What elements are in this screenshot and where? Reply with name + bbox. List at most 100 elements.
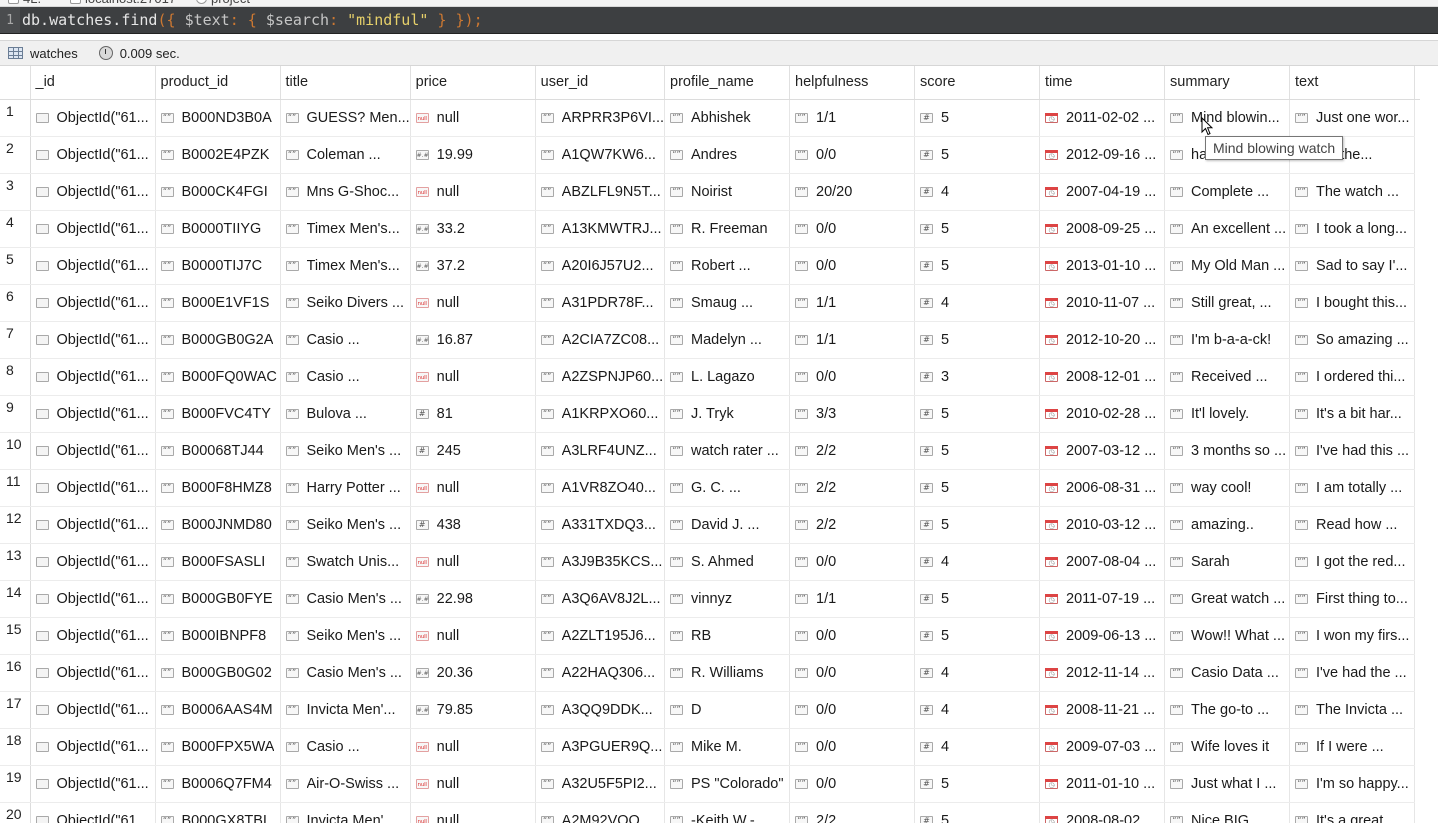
cell-time[interactable]: 2012-10-20 ... (1039, 321, 1165, 359)
cell-score[interactable]: 5 (914, 247, 1040, 285)
cell-product-id[interactable]: B0006Q7FM4 (155, 765, 281, 803)
cell-product-id[interactable]: B00068TJ44 (155, 432, 281, 470)
column-header-helpfulness[interactable]: helpfulness (789, 66, 915, 100)
cell-time[interactable]: 2006-08-31 ... (1039, 469, 1165, 507)
cell-helpfulness[interactable]: 2/2 (789, 432, 915, 470)
table-row[interactable]: 1 ObjectId("61... B000ND3B0A GUESS? Men... n… (0, 99, 1420, 137)
cell-price[interactable]: null (410, 284, 536, 322)
cell-summary[interactable]: 3 months so ... (1164, 432, 1290, 470)
table-row[interactable]: 3 ObjectId("61... B000CK4FGI Mns G-Shoc... n… (0, 173, 1420, 211)
cell-text[interactable]: I took a long... (1289, 210, 1415, 248)
table-row[interactable]: 19 ObjectId("61... B0006Q7FM4 Air-O-Swiss .… (0, 765, 1420, 803)
cell-title[interactable]: Bulova ... (280, 395, 411, 433)
cell-title[interactable]: GUESS? Men... (280, 99, 411, 137)
cell-time[interactable]: 2008-12-01 ... (1039, 358, 1165, 396)
cell-text[interactable]: Read how ... (1289, 506, 1415, 544)
cell-title[interactable]: Coleman ... (280, 136, 411, 174)
cell-helpfulness[interactable]: 2/2 (789, 802, 915, 823)
cell-time[interactable]: 2007-03-12 ... (1039, 432, 1165, 470)
cell--id[interactable]: ObjectId("61... (30, 765, 156, 803)
cell-price[interactable]: 37.2 (410, 247, 536, 285)
cell-score[interactable]: 4 (914, 284, 1040, 322)
table-row[interactable]: 14 ObjectId("61... B000GB0FYE Casio Men's .… (0, 580, 1420, 618)
cell-price[interactable]: 245 (410, 432, 536, 470)
cell-profile-name[interactable]: Smaug ... (664, 284, 790, 322)
cell-score[interactable]: 4 (914, 173, 1040, 211)
column-header-price[interactable]: price (410, 66, 536, 100)
cell-profile-name[interactable]: -Keith W.- (664, 802, 790, 823)
cell-time[interactable]: 2011-02-02 ... (1039, 99, 1165, 137)
cell-summary[interactable]: Mind blowin... (1164, 99, 1290, 137)
cell-price[interactable]: 33.2 (410, 210, 536, 248)
cell-price[interactable]: 19.99 (410, 136, 536, 174)
cell-user-id[interactable]: A22HAQ306... (535, 654, 666, 692)
cell-summary[interactable]: Nice BIG ... (1164, 802, 1290, 823)
table-row[interactable]: 9 ObjectId("61... B000FVC4TY Bulova ... 81 A1… (0, 395, 1420, 433)
cell-title[interactable]: Timex Men's... (280, 210, 411, 248)
cell-helpfulness[interactable]: 0/0 (789, 728, 915, 766)
cell-time[interactable]: 2008-09-25 ... (1039, 210, 1165, 248)
cell--id[interactable]: ObjectId("61... (30, 654, 156, 692)
cell-price[interactable]: 20.36 (410, 654, 536, 692)
cell-title[interactable]: Seiko Men's ... (280, 432, 411, 470)
cell-title[interactable]: Invicta Men'... (280, 802, 411, 823)
table-row[interactable]: 20 ObjectId("61... B000GX8TBI Invicta Men'.… (0, 802, 1420, 823)
table-row[interactable]: 7 ObjectId("61... B000GB0G2A Casio ... 16.87… (0, 321, 1420, 359)
cell-price[interactable]: 22.98 (410, 580, 536, 618)
cell-product-id[interactable]: B000GB0G02 (155, 654, 281, 692)
cell-time[interactable]: 2010-03-12 ... (1039, 506, 1165, 544)
column-header-summary[interactable]: summary (1164, 66, 1290, 100)
cell-user-id[interactable]: A3J9B35KCS... (535, 543, 666, 581)
cell-profile-name[interactable]: vinnyz (664, 580, 790, 618)
cell-profile-name[interactable]: G. C. ... (664, 469, 790, 507)
cell--id[interactable]: ObjectId("61... (30, 617, 156, 655)
cell--id[interactable]: ObjectId("61... (30, 432, 156, 470)
cell-user-id[interactable]: A331TXDQ3... (535, 506, 666, 544)
cell-title[interactable]: Casio Men's ... (280, 654, 411, 692)
cell-score[interactable]: 5 (914, 469, 1040, 507)
cell-time[interactable]: 2007-04-19 ... (1039, 173, 1165, 211)
cell--id[interactable]: ObjectId("61... (30, 136, 156, 174)
tab-connection[interactable]: localhost:27017 (70, 0, 176, 6)
table-row[interactable]: 17 ObjectId("61... B0006AAS4M Invicta Men'.… (0, 691, 1420, 729)
cell-user-id[interactable]: A13KMWTRJ... (535, 210, 666, 248)
cell-user-id[interactable]: A2ZLT195J6... (535, 617, 666, 655)
results-grid[interactable]: _id product_id title price user_id profile_na… (0, 66, 1438, 823)
cell-text[interactable]: Sad to say I'... (1289, 247, 1415, 285)
cell-user-id[interactable]: A3QQ9DDK... (535, 691, 666, 729)
cell-text[interactable]: It's a great ... (1289, 802, 1415, 823)
cell-helpfulness[interactable]: 0/0 (789, 358, 915, 396)
cell-title[interactable]: Invicta Men'... (280, 691, 411, 729)
cell-text[interactable]: It's a bit har... (1289, 395, 1415, 433)
cell-product-id[interactable]: B000JNMD80 (155, 506, 281, 544)
cell-title[interactable]: Casio ... (280, 728, 411, 766)
cell-price[interactable]: null (410, 173, 536, 211)
cell-product-id[interactable]: B000GX8TBI (155, 802, 281, 823)
cell-time[interactable]: 2010-02-28 ... (1039, 395, 1165, 433)
cell--id[interactable]: ObjectId("61... (30, 469, 156, 507)
tab-shell[interactable]: 4L. (8, 0, 41, 6)
cell-title[interactable]: Seiko Men's ... (280, 506, 411, 544)
cell-title[interactable]: Casio ... (280, 321, 411, 359)
cell-product-id[interactable]: B0000TIIYG (155, 210, 281, 248)
cell-profile-name[interactable]: Andres (664, 136, 790, 174)
tab-database[interactable]: project (196, 0, 250, 6)
cell--id[interactable]: ObjectId("61... (30, 802, 156, 823)
cell-text[interactable]: First thing to... (1289, 580, 1415, 618)
cell-score[interactable]: 5 (914, 395, 1040, 433)
cell-helpfulness[interactable]: 0/0 (789, 543, 915, 581)
column-header-score[interactable]: score (914, 66, 1040, 100)
cell-summary[interactable]: I'm b-a-a-ck! (1164, 321, 1290, 359)
cell-helpfulness[interactable]: 3/3 (789, 395, 915, 433)
cell-title[interactable]: Casio ... (280, 358, 411, 396)
cell-time[interactable]: 2010-11-07 ... (1039, 284, 1165, 322)
cell-price[interactable]: null (410, 728, 536, 766)
cell-user-id[interactable]: A3LRF4UNZ... (535, 432, 666, 470)
cell-time[interactable]: 2012-11-14 ... (1039, 654, 1165, 692)
cell-title[interactable]: Casio Men's ... (280, 580, 411, 618)
cell-summary[interactable]: An excellent ... (1164, 210, 1290, 248)
cell-text[interactable]: I won my firs... (1289, 617, 1415, 655)
cell-summary[interactable]: Wife loves it (1164, 728, 1290, 766)
cell-time[interactable]: 2007-08-04 ... (1039, 543, 1165, 581)
cell--id[interactable]: ObjectId("61... (30, 173, 156, 211)
